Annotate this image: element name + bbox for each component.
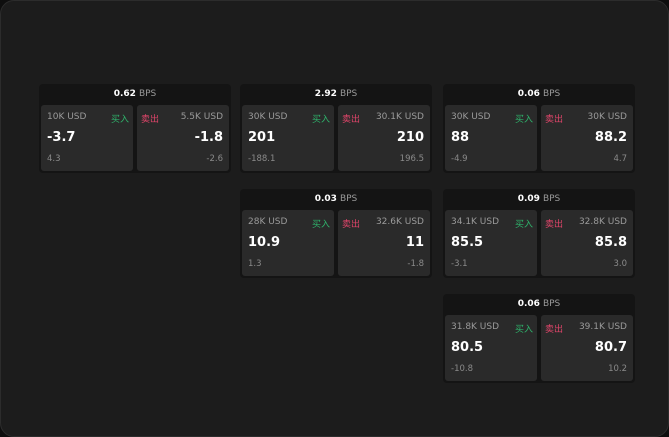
sell-change: 10.2 xyxy=(608,364,627,374)
sell-label: 卖出 xyxy=(545,115,564,125)
buy-button[interactable]: 31.8K USD 买入 80.5 -10.8 xyxy=(445,315,537,381)
buy-change: -3.1 xyxy=(451,259,468,269)
sell-label: 卖出 xyxy=(342,220,361,230)
spread-value: 0.62 xyxy=(113,89,136,99)
sell-price: -1.8 xyxy=(194,130,223,145)
spread-unit: BPS xyxy=(339,89,358,99)
sell-button[interactable]: 5.5K USD 卖出 -1.8 -2.6 xyxy=(137,105,229,171)
spread-header: 0.09 BPS xyxy=(443,189,635,210)
buy-change: 1.3 xyxy=(248,259,262,269)
sell-quantity: 32.6K USD xyxy=(375,217,424,227)
spread-unit: BPS xyxy=(542,89,561,99)
quote-card: 0.03 BPS 28K USD 买入 10.9 1.3 32.6K USD 卖出… xyxy=(240,189,432,278)
sell-change: 4.7 xyxy=(613,154,627,164)
buy-quantity: 30K USD xyxy=(451,112,491,122)
spread-value: 0.06 xyxy=(517,89,540,99)
sell-button[interactable]: 32.6K USD 卖出 11 -1.8 xyxy=(338,210,430,276)
buy-quantity: 34.1K USD xyxy=(451,217,500,227)
sell-quantity: 5.5K USD xyxy=(180,112,223,122)
spread-header: 0.62 BPS xyxy=(39,84,231,105)
sell-change: 3.0 xyxy=(613,259,627,269)
spread-header: 0.06 BPS xyxy=(443,84,635,105)
sell-label: 卖出 xyxy=(342,115,361,125)
sell-price: 85.8 xyxy=(594,235,627,250)
quote-card: 0.09 BPS 34.1K USD 买入 85.5 -3.1 32.8K USD… xyxy=(443,189,635,278)
sell-button[interactable]: 32.8K USD 卖出 85.8 3.0 xyxy=(541,210,633,276)
buy-label: 买入 xyxy=(514,220,533,230)
sell-label: 卖出 xyxy=(545,325,564,335)
buy-price: -3.7 xyxy=(47,130,76,145)
buy-label: 买入 xyxy=(514,325,533,335)
buy-label: 买入 xyxy=(311,220,330,230)
buy-price: 88 xyxy=(451,130,470,145)
spread-value: 0.03 xyxy=(314,194,337,204)
buy-price: 80.5 xyxy=(451,340,484,355)
buy-price: 85.5 xyxy=(451,235,484,250)
spread-header: 0.03 BPS xyxy=(240,189,432,210)
sell-price: 11 xyxy=(405,235,424,250)
sell-quantity: 39.1K USD xyxy=(578,322,627,332)
sell-button[interactable]: 30.1K USD 卖出 210 196.5 xyxy=(338,105,430,171)
sell-quantity: 32.8K USD xyxy=(578,217,627,227)
spread-value: 0.09 xyxy=(517,194,540,204)
sell-change: -2.6 xyxy=(206,154,223,164)
buy-quantity: 28K USD xyxy=(248,217,288,227)
buy-change: -10.8 xyxy=(451,364,473,374)
buy-button[interactable]: 30K USD 买入 201 -188.1 xyxy=(242,105,334,171)
spread-value: 2.92 xyxy=(314,89,337,99)
buy-label: 买入 xyxy=(514,115,533,125)
buy-button[interactable]: 10K USD 买入 -3.7 4.3 xyxy=(41,105,133,171)
buy-change: -4.9 xyxy=(451,154,468,164)
quote-card: 0.06 BPS 31.8K USD 买入 80.5 -10.8 39.1K US… xyxy=(443,294,635,383)
sell-price: 80.7 xyxy=(594,340,627,355)
quote-card: 0.62 BPS 10K USD 买入 -3.7 4.3 5.5K USD 卖出 … xyxy=(39,84,231,173)
spread-header: 2.92 BPS xyxy=(240,84,432,105)
buy-change: 4.3 xyxy=(47,154,61,164)
sell-quantity: 30.1K USD xyxy=(375,112,424,122)
sell-label: 卖出 xyxy=(141,115,160,125)
spread-header: 0.06 BPS xyxy=(443,294,635,315)
buy-label: 买入 xyxy=(311,115,330,125)
sell-change: -1.8 xyxy=(407,259,424,269)
sell-price: 210 xyxy=(396,130,424,145)
buy-button[interactable]: 30K USD 买入 88 -4.9 xyxy=(445,105,537,171)
spread-unit: BPS xyxy=(542,299,561,309)
buy-quantity: 31.8K USD xyxy=(451,322,500,332)
sell-change: 196.5 xyxy=(399,154,424,164)
buy-quantity: 30K USD xyxy=(248,112,288,122)
quote-card: 2.92 BPS 30K USD 买入 201 -188.1 30.1K USD … xyxy=(240,84,432,173)
sell-button[interactable]: 39.1K USD 卖出 80.7 10.2 xyxy=(541,315,633,381)
sell-price: 88.2 xyxy=(594,130,627,145)
sell-button[interactable]: 30K USD 卖出 88.2 4.7 xyxy=(541,105,633,171)
buy-change: -188.1 xyxy=(248,154,276,164)
spread-unit: BPS xyxy=(138,89,157,99)
buy-quantity: 10K USD xyxy=(47,112,87,122)
spread-unit: BPS xyxy=(339,194,358,204)
sell-label: 卖出 xyxy=(545,220,564,230)
buy-label: 买入 xyxy=(110,115,129,125)
sell-quantity: 30K USD xyxy=(587,112,627,122)
buy-price: 201 xyxy=(248,130,276,145)
buy-button[interactable]: 34.1K USD 买入 85.5 -3.1 xyxy=(445,210,537,276)
spread-unit: BPS xyxy=(542,194,561,204)
buy-price: 10.9 xyxy=(248,235,281,250)
spread-value: 0.06 xyxy=(517,299,540,309)
quote-card: 0.06 BPS 30K USD 买入 88 -4.9 30K USD 卖出 88… xyxy=(443,84,635,173)
buy-button[interactable]: 28K USD 买入 10.9 1.3 xyxy=(242,210,334,276)
